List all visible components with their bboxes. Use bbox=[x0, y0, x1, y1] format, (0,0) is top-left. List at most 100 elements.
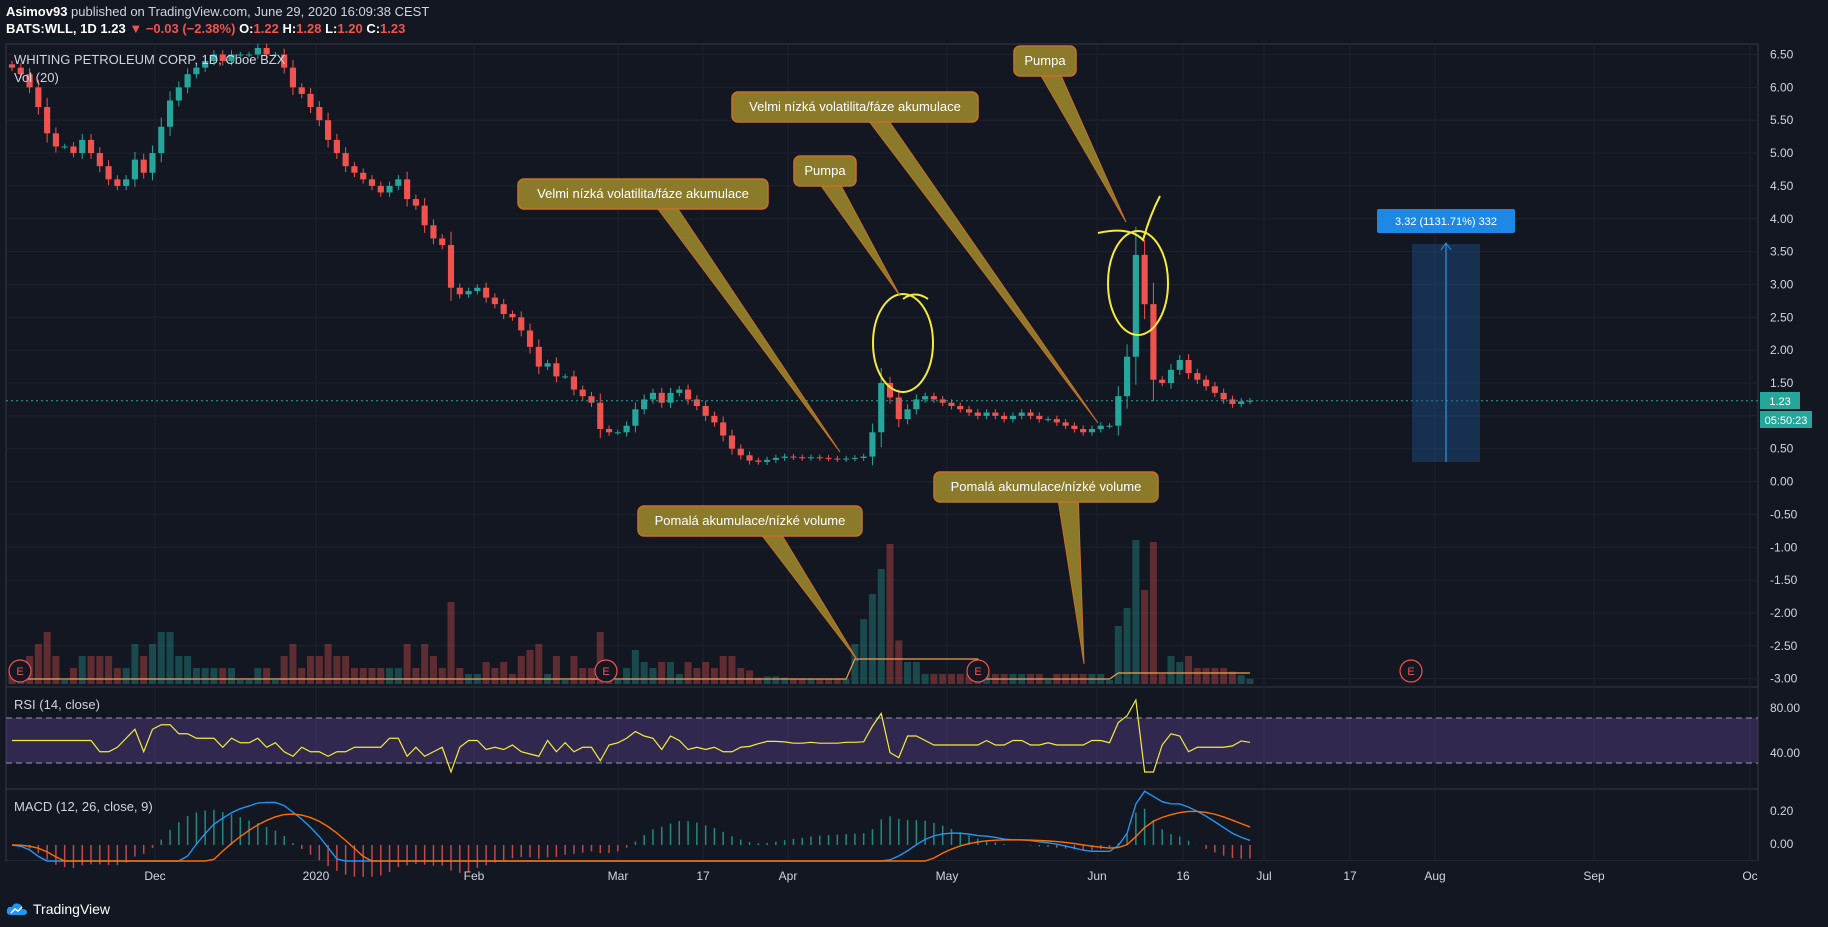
macd-legend[interactable]: MACD (12, 26, close, 9) bbox=[14, 799, 153, 814]
candle-body bbox=[913, 399, 920, 410]
volume-bar bbox=[728, 656, 736, 684]
chart-canvas[interactable]: 6.50 6.00 5.50 5.00 4.50 4.00 3.50 3.00 2.50 2.00… bbox=[0, 0, 1828, 897]
earnings-marker[interactable] bbox=[8, 659, 32, 683]
volume-bar bbox=[263, 668, 271, 684]
volume-bar bbox=[271, 680, 279, 684]
candle-body bbox=[711, 415, 718, 423]
candle-body bbox=[1115, 396, 1122, 426]
close-value: 1.23 bbox=[380, 21, 406, 36]
candle-body bbox=[140, 159, 147, 173]
candle-body bbox=[1132, 254, 1139, 357]
annotation-box[interactable] bbox=[1013, 45, 1077, 77]
candle-body bbox=[307, 93, 314, 108]
volume-bar bbox=[122, 668, 130, 684]
earnings-marker[interactable] bbox=[966, 659, 990, 683]
volume-bar bbox=[96, 656, 104, 684]
candle-body bbox=[965, 409, 973, 413]
candle-body bbox=[684, 389, 692, 400]
candle-body bbox=[456, 287, 463, 295]
countdown-text: 05:50:23 bbox=[1765, 415, 1808, 427]
price-scale[interactable] bbox=[1758, 44, 1828, 861]
rsi-legend[interactable]: RSI (14, close) bbox=[14, 697, 100, 712]
chart-header: Asimov93 published on TradingView.com, J… bbox=[0, 0, 1828, 40]
volume-legend[interactable]: Vol (20) bbox=[14, 70, 59, 85]
candle-body bbox=[588, 396, 595, 403]
candle-body bbox=[746, 455, 753, 461]
volume-bar bbox=[359, 668, 367, 684]
time-tick-label: Apr bbox=[779, 869, 798, 883]
annotation-text: Pomalá akumulace/nízké volume bbox=[951, 479, 1142, 494]
author-name[interactable]: Asimov93 bbox=[6, 4, 68, 19]
candle-body bbox=[764, 459, 771, 462]
cloud-icon bbox=[6, 903, 27, 915]
candle-body bbox=[1097, 425, 1104, 429]
annotation-text: Velmi nízká volatilita/fáze akumulace bbox=[749, 99, 961, 114]
symbol-name[interactable]: BATS:WLL, 1D bbox=[6, 21, 97, 36]
candlestick-series[interactable] bbox=[8, 43, 1254, 466]
volume-bar bbox=[877, 569, 885, 684]
volume-bar bbox=[895, 640, 903, 684]
volume-bar bbox=[34, 644, 42, 684]
candle-body bbox=[878, 383, 885, 433]
volume-bar bbox=[579, 668, 587, 684]
candle-body bbox=[263, 47, 270, 55]
volume-bar bbox=[201, 668, 209, 684]
volume-bar bbox=[939, 674, 947, 684]
candle-body bbox=[421, 205, 428, 226]
volume-bar bbox=[394, 668, 402, 684]
earnings-marker[interactable] bbox=[1399, 659, 1423, 683]
time-scale[interactable] bbox=[6, 861, 1758, 891]
price-tick-label: -3.00 bbox=[1770, 672, 1798, 686]
candle-body bbox=[1036, 415, 1043, 420]
main-pane-title[interactable]: WHITING PETROLEUM CORP, 1D, Cboe BZX bbox=[14, 52, 286, 67]
measure-label: 3.32 (1131.71%) 332 bbox=[1395, 216, 1497, 228]
volume-bar bbox=[184, 656, 192, 684]
candle-body bbox=[500, 304, 507, 315]
candle-body bbox=[439, 238, 446, 246]
volume-bar bbox=[245, 680, 253, 684]
volume-bar bbox=[52, 656, 60, 684]
candle-body bbox=[87, 139, 95, 154]
volume-bar bbox=[666, 662, 675, 684]
candle-body bbox=[667, 392, 674, 403]
open-label: O: bbox=[239, 21, 254, 36]
candle-body bbox=[1001, 415, 1008, 420]
pump-tick-2 bbox=[1097, 195, 1161, 242]
candle-body bbox=[219, 54, 226, 62]
volume-bar bbox=[113, 668, 121, 684]
volume-bar bbox=[43, 632, 51, 684]
tradingview-logo[interactable]: TradingView bbox=[6, 901, 110, 917]
candle-body bbox=[96, 153, 103, 167]
volume-bar bbox=[166, 632, 174, 684]
candle-body bbox=[649, 392, 657, 400]
macd-pane[interactable] bbox=[5, 788, 1759, 862]
candle-body bbox=[430, 225, 437, 239]
candle-body bbox=[790, 456, 797, 458]
candle-body bbox=[447, 245, 455, 288]
volume-bar bbox=[912, 662, 920, 684]
annotation-callouts[interactable]: Velmi nízká volatilita/fáze akumulace Pum… bbox=[517, 45, 1159, 665]
candle-body bbox=[298, 87, 305, 94]
annotation-box[interactable] bbox=[637, 505, 863, 537]
close-label: C: bbox=[366, 21, 381, 36]
candle-body bbox=[237, 54, 244, 56]
candle-body bbox=[193, 67, 200, 75]
candle-body bbox=[605, 428, 613, 433]
rsi-pane[interactable] bbox=[5, 686, 1759, 790]
price-tick-label: 4.00 bbox=[1770, 212, 1794, 226]
annotation-box[interactable] bbox=[517, 178, 769, 210]
annotation-box[interactable] bbox=[933, 471, 1159, 503]
annotation-box[interactable] bbox=[731, 91, 979, 123]
candle-body bbox=[1124, 356, 1131, 397]
volume-bar bbox=[447, 602, 455, 684]
candle-body bbox=[799, 457, 806, 459]
candle-body bbox=[1246, 400, 1254, 402]
volume-bar bbox=[254, 668, 262, 684]
earnings-marker-label: E bbox=[1407, 666, 1414, 678]
open-value: 1.22 bbox=[253, 21, 279, 36]
candle-body bbox=[807, 457, 815, 459]
annotation-box[interactable] bbox=[793, 155, 857, 187]
earnings-marker[interactable] bbox=[594, 659, 618, 683]
volume-bar bbox=[623, 668, 631, 684]
